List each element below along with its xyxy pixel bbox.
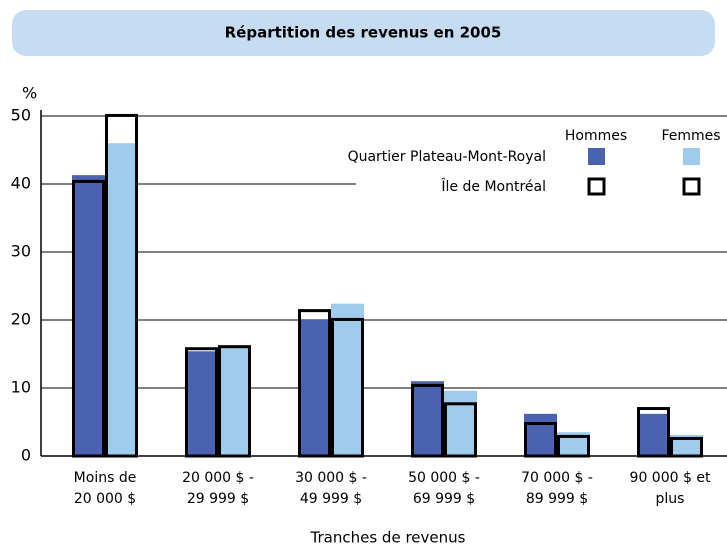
bar xyxy=(637,413,670,456)
bar xyxy=(185,351,218,456)
legend-swatch xyxy=(588,148,605,165)
bar xyxy=(105,143,138,456)
y-tick-label: 40 xyxy=(11,174,31,193)
x-tick-label: 29 999 $ xyxy=(187,491,249,507)
bar xyxy=(331,303,364,456)
legend-swatch xyxy=(587,177,606,196)
x-tick-label: 50 000 $ - xyxy=(408,470,480,486)
bar xyxy=(411,381,444,456)
bar xyxy=(524,413,557,456)
chart-title: Répartition des revenus en 2005 xyxy=(225,24,502,42)
plot xyxy=(72,113,703,458)
bar xyxy=(72,175,105,456)
y-tick-label: 0 xyxy=(21,446,31,465)
legend-swatch xyxy=(683,148,700,165)
x-tick-label: 70 000 $ - xyxy=(521,470,593,486)
y-tick-label: 20 xyxy=(11,310,31,329)
bar xyxy=(444,390,477,456)
x-tick-label: plus xyxy=(656,491,685,507)
x-tick-label: 49 999 $ xyxy=(300,491,362,507)
legend-label: Île de Montréal xyxy=(440,177,546,195)
legend-column-label: Hommes xyxy=(565,128,627,144)
x-tick-label: 20 000 $ xyxy=(74,491,136,507)
x-axis-label: Tranches de revenus xyxy=(310,529,466,547)
bar xyxy=(670,434,703,456)
legend-label: Quartier Plateau-Mont-Royal xyxy=(348,149,546,165)
legend-background xyxy=(356,124,727,210)
title-banner xyxy=(12,10,715,56)
bar xyxy=(557,432,590,456)
bar xyxy=(218,347,251,456)
x-tick-label: 69 999 $ xyxy=(413,491,475,507)
legend-column-label: Femmes xyxy=(661,128,720,144)
y-axis-label: % xyxy=(22,84,37,103)
x-tick-label: 90 000 $ et xyxy=(630,470,711,486)
x-tick-label: 30 000 $ - xyxy=(295,470,367,486)
legend-swatch xyxy=(682,177,701,196)
x-tick-label: 20 000 $ - xyxy=(182,470,254,486)
bar xyxy=(298,320,331,456)
y-tick-label: 50 xyxy=(11,106,31,125)
x-tick-label: Moins de xyxy=(74,470,137,486)
y-tick-label: 10 xyxy=(11,378,31,397)
y-tick-label: 30 xyxy=(11,242,31,261)
x-tick-label: 89 999 $ xyxy=(526,491,588,507)
